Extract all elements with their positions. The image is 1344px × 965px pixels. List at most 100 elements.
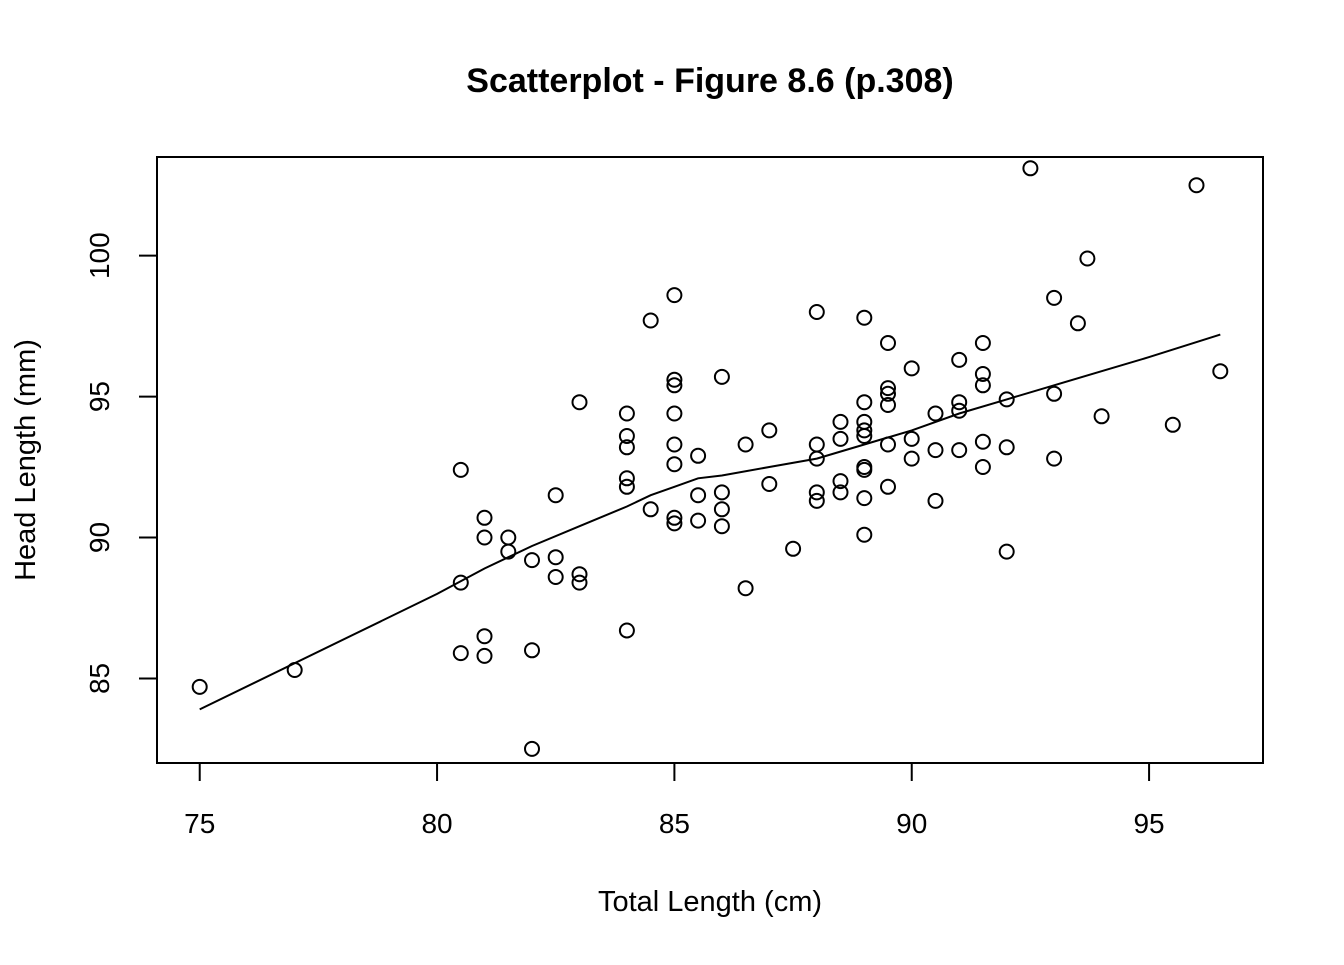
data-point — [880, 397, 896, 413]
data-point — [951, 351, 968, 368]
data-point — [737, 580, 754, 597]
data-point — [1212, 363, 1229, 380]
y-axis-label: Head Length (mm) — [10, 339, 42, 581]
x-tick-label: 85 — [659, 808, 690, 839]
data-point — [927, 405, 944, 422]
data-point — [476, 647, 493, 664]
data-point — [642, 501, 659, 518]
data-point — [500, 529, 517, 546]
data-point — [1022, 160, 1039, 177]
data-point — [618, 439, 635, 456]
data-point — [642, 312, 659, 329]
data-point — [1046, 289, 1063, 306]
data-point — [1046, 385, 1063, 402]
data-point — [1188, 177, 1205, 194]
x-tick-label: 75 — [184, 808, 215, 839]
data-point — [832, 473, 849, 490]
data-point — [951, 394, 968, 411]
data-point — [927, 442, 944, 459]
data-point — [856, 422, 873, 439]
data-point — [713, 484, 730, 501]
data-point — [666, 456, 683, 473]
data-point — [808, 304, 825, 320]
plot-frame — [156, 156, 1264, 764]
data-point — [903, 430, 920, 447]
data-point — [1164, 416, 1181, 433]
data-point — [974, 366, 991, 382]
data-point — [452, 461, 469, 478]
data-point — [476, 509, 493, 526]
data-point — [974, 335, 991, 351]
data-point — [832, 484, 849, 501]
data-point — [856, 461, 873, 478]
data-point — [856, 526, 873, 543]
data-point — [666, 515, 683, 532]
data-point — [737, 436, 754, 453]
data-point — [832, 413, 849, 430]
data-point — [998, 543, 1015, 560]
data-point — [951, 402, 968, 419]
data-point — [452, 645, 469, 662]
y-tick-label: 95 — [84, 381, 115, 412]
data-point — [1046, 450, 1063, 467]
data-point — [832, 430, 849, 447]
data-point — [785, 540, 802, 557]
data-point — [713, 368, 730, 385]
data-point — [571, 566, 588, 583]
data-point — [808, 450, 825, 467]
data-point — [666, 509, 683, 526]
data-point — [618, 478, 635, 495]
data-point — [808, 436, 825, 453]
x-axis-label: Total Length (cm) — [598, 886, 822, 918]
data-point — [761, 476, 778, 492]
data-point — [856, 428, 873, 444]
data-point — [618, 470, 635, 487]
data-point — [998, 391, 1015, 408]
data-point — [880, 335, 896, 351]
data-point — [880, 385, 896, 402]
data-point — [500, 543, 517, 560]
data-point — [880, 436, 896, 453]
smoothed-trend-line — [199, 333, 1221, 711]
data-point — [191, 678, 208, 695]
data-point — [856, 394, 873, 411]
data-point — [571, 394, 588, 411]
data-point — [713, 501, 730, 518]
data-point — [524, 740, 540, 757]
data-point — [903, 450, 920, 467]
data-point — [666, 377, 683, 394]
y-axis: 85 90 95 100 — [84, 232, 158, 694]
data-point — [476, 529, 493, 546]
data-point — [618, 405, 635, 422]
data-point — [571, 574, 588, 591]
x-tick-label: 80 — [421, 808, 452, 839]
data-point — [666, 287, 683, 304]
data-point — [476, 628, 493, 645]
data-point — [808, 492, 825, 509]
y-tick-label: 85 — [84, 663, 115, 694]
data-point — [618, 428, 635, 444]
chart-title: Scatterplot - Figure 8.6 (p.308) — [466, 62, 953, 100]
data-point — [547, 569, 564, 585]
data-point — [856, 490, 873, 507]
data-point — [690, 512, 707, 529]
data-point — [903, 360, 920, 377]
data-point — [880, 478, 896, 495]
x-axis: 75 80 85 90 95 — [184, 762, 1165, 839]
data-point — [1069, 315, 1086, 332]
data-point — [524, 552, 540, 569]
data-point — [524, 642, 540, 659]
data-point — [808, 484, 825, 501]
data-point — [618, 622, 635, 639]
data-point — [951, 442, 968, 459]
data-point — [761, 422, 778, 439]
data-point — [547, 487, 564, 504]
data-point — [666, 371, 683, 388]
data-point — [666, 405, 683, 422]
data-point — [1079, 250, 1096, 267]
data-point — [452, 574, 469, 591]
data-point — [974, 459, 991, 475]
data-point — [286, 662, 303, 678]
